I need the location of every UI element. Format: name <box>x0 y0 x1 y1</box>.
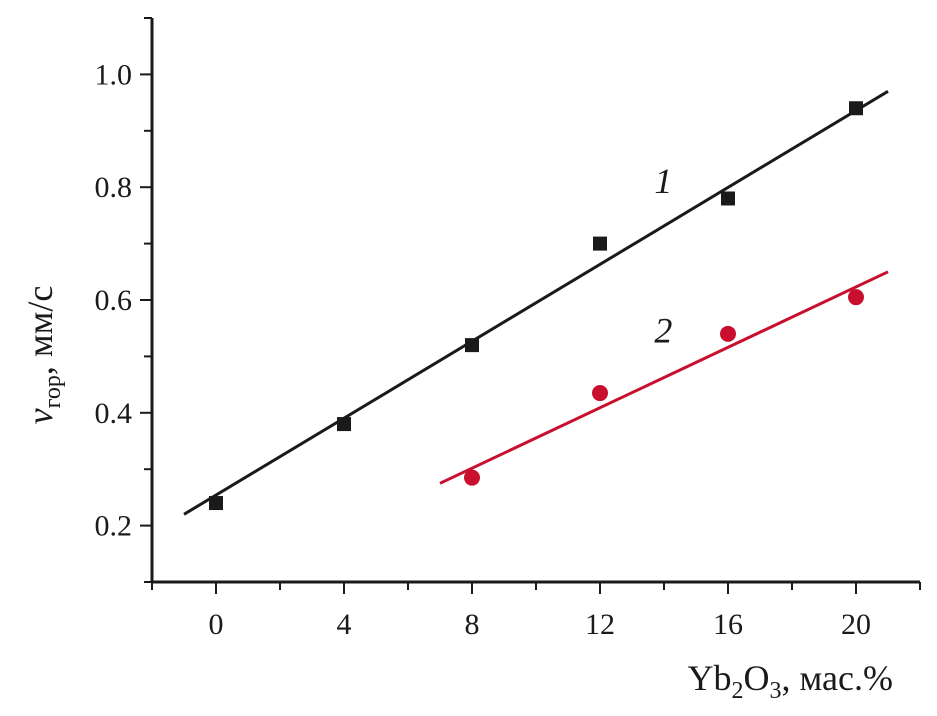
y-axis-label: vгор, мм/с <box>20 286 66 425</box>
plot-area: 12 <box>183 90 889 516</box>
y-tick-label: 0.4 <box>95 397 133 430</box>
x-tick-label: 16 <box>713 608 743 641</box>
data-point <box>465 338 479 353</box>
data-point <box>209 496 223 511</box>
data-point <box>720 325 736 342</box>
x-tick-label: 8 <box>465 608 480 641</box>
data-point <box>593 236 607 251</box>
axes: 0 4 8 12 16 200.20.40.60.81.0 <box>95 17 921 641</box>
fit-line <box>183 90 889 516</box>
fit-line <box>439 270 889 485</box>
data-point <box>592 385 608 402</box>
data-point <box>721 191 735 206</box>
y-tick-label: 0.8 <box>95 171 133 204</box>
data-point <box>337 417 351 432</box>
x-axis-label: Yb2O3, мас.% <box>688 658 893 704</box>
x-tick-label: 0 <box>209 608 224 641</box>
y-tick-label: 0.2 <box>95 510 133 543</box>
series-2: 2 <box>439 270 889 486</box>
y-tick-label: 0.6 <box>95 284 133 317</box>
series-label: 1 <box>654 161 672 201</box>
series-label: 2 <box>654 310 672 350</box>
x-tick-label: 4 <box>337 608 352 641</box>
x-tick-label: 20 <box>841 608 871 641</box>
data-point <box>464 469 480 486</box>
series-1: 1 <box>183 90 889 516</box>
x-tick-label: 12 <box>585 608 615 641</box>
y-tick-label: 1.0 <box>95 58 133 91</box>
data-point <box>848 289 864 306</box>
data-point <box>849 101 863 116</box>
